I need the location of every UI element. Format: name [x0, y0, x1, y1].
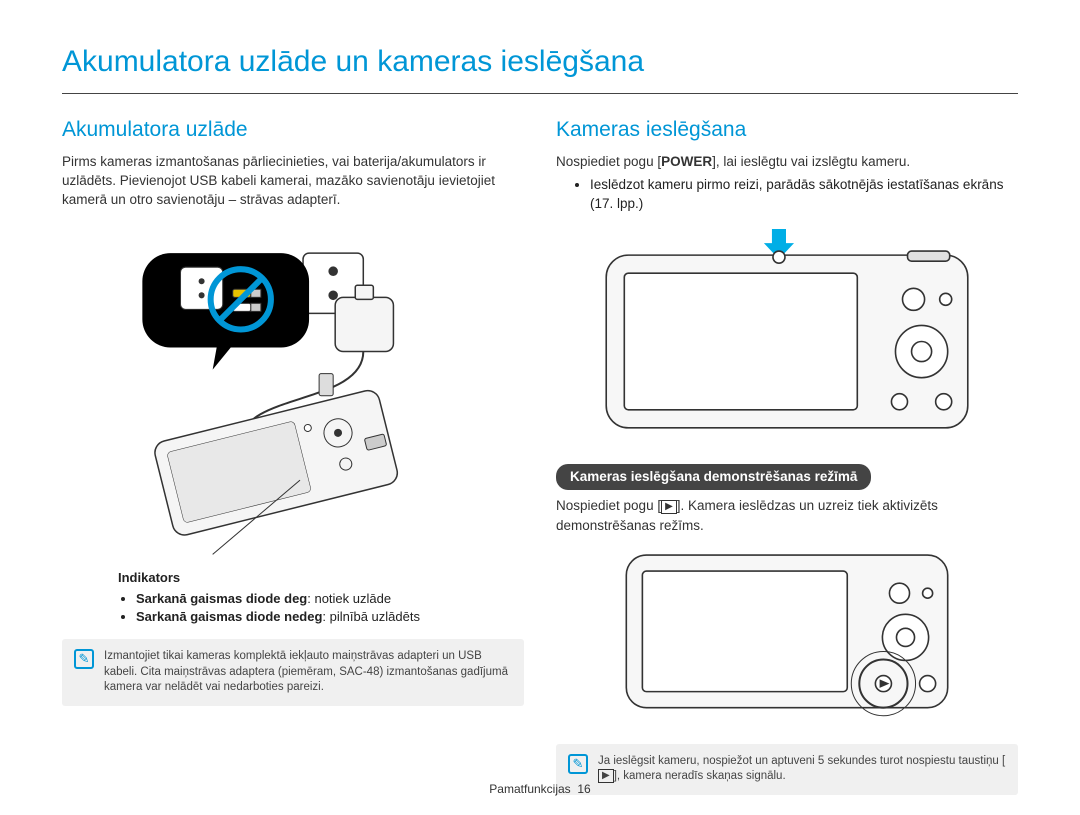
heading-power: Kameras ieslēgšana: [556, 116, 1018, 144]
play-icon: ▶: [661, 500, 677, 514]
note-adapter: ✎ Izmantojiet tikai kameras komplektā ie…: [62, 639, 524, 706]
power-body: Nospiediet pogu [POWER], lai ieslēgtu va…: [556, 152, 1018, 171]
charging-body: Pirms kameras izmantošanas pārliecinieti…: [62, 152, 524, 209]
demo-mode-pill: Kameras ieslēgšana demonstrēšanas režīmā: [556, 464, 871, 490]
camera-play-illustration: [556, 549, 1018, 730]
indicator-block: Indikators Sarkanā gaismas diode deg: no…: [62, 569, 524, 626]
indicator-label: Indikators: [118, 570, 180, 585]
right-column: Kameras ieslēgšana Nospiediet pogu [POWE…: [556, 116, 1018, 795]
charging-illustration: [62, 223, 524, 554]
indicator-item-off: Sarkanā gaismas diode nedeg: pilnībā uzl…: [136, 608, 524, 626]
power-bullet: Ieslēdzot kameru pirmo reizi, parādās sā…: [590, 175, 1018, 213]
indicator-item-on: Sarkanā gaismas diode deg: notiek uzlāde: [136, 590, 524, 608]
note-icon: ✎: [74, 649, 94, 669]
page-footer: Pamatfunkcijas 16: [0, 781, 1080, 797]
camera-power-illustration: [556, 227, 1018, 438]
page-title: Akumulatora uzlāde un kameras ieslēgšana: [62, 42, 1018, 94]
left-column: Akumulatora uzlāde Pirms kameras izmanto…: [62, 116, 524, 795]
note-icon: ✎: [568, 754, 588, 774]
note-adapter-text: Izmantojiet tikai kameras komplektā iekļ…: [104, 649, 512, 696]
demo-body: Nospiediet pogu [▶]. Kamera ieslēdzas un…: [556, 496, 1018, 534]
heading-charging: Akumulatora uzlāde: [62, 116, 524, 144]
